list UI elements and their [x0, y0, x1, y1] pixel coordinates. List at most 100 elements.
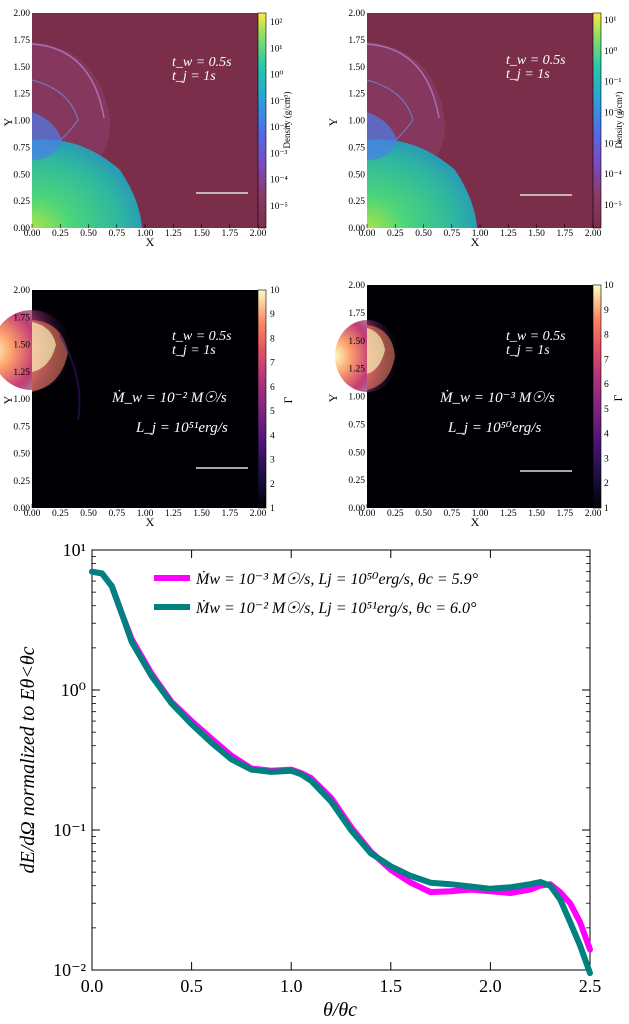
panel-lorentz-left: t_w = 0.5s t_j = 1s Ṁ_w = 10⁻² M☉/s L_j … [0, 286, 295, 529]
annotation-line-1: t_w = 0.5s [506, 53, 566, 68]
x-axis-label: X [146, 235, 155, 249]
colorbar-tick-label: 7 [604, 355, 609, 365]
y-tick-label: 0.75 [13, 422, 30, 432]
x-tick-label: 1.00 [472, 509, 489, 519]
y-axis-label: dE/dΩ normalized to Eθ<θc [17, 646, 39, 873]
x-tick-label: 0.75 [443, 229, 460, 239]
colorbar-tick-label: 10 [604, 281, 614, 291]
y-tick-label: 2.00 [348, 9, 365, 19]
legend: Ṁw = 10⁻³ M☉/s, Lj = 10⁵⁰erg/s, θc = 5.9… [154, 570, 479, 617]
annotation-line-2: t_j = 1s [172, 343, 216, 358]
wind-core [32, 139, 142, 228]
colorbar-tick-label: 10⁻¹ [604, 78, 622, 88]
x-tick-label: 1.75 [556, 229, 573, 239]
panel-density-right: t_w = 0.5s t_j = 1s Density (g/cm³) 10¹ 1… [326, 9, 624, 249]
x-axis-label: X [146, 515, 155, 529]
colorbar-tick-label: 10⁻³ [604, 139, 622, 149]
y-tick-label: 2.00 [13, 9, 30, 19]
x-tick-label: 0.50 [415, 229, 432, 239]
x-tick-label: 1.50 [528, 509, 545, 519]
x-tick-label: 1.50 [193, 229, 210, 239]
y-tick-label: 1.75 [13, 313, 30, 323]
x-tick-label: 2.00 [585, 509, 602, 519]
colorbar-tick-label: 10¹ [604, 16, 617, 26]
y-tick-label: 0.50 [348, 448, 365, 458]
x-tick-label: 1.00 [472, 229, 489, 239]
panel-lorentz-right: t_w = 0.5s t_j = 1s Ṁ_w = 10⁻³ M☉/s L_j … [326, 281, 625, 529]
x-axis-label: θ/θc [323, 999, 357, 1021]
x-tick-label: 0.0 [81, 976, 104, 996]
colorbar [257, 12, 267, 229]
x-tick-label: 0.00 [359, 229, 376, 239]
colorbar-tick-label: 10⁻⁵ [270, 202, 288, 212]
plot-area [91, 549, 591, 971]
colorbar-tick-label: 8 [270, 334, 275, 344]
colorbar-tick-label: 10⁻⁵ [604, 201, 622, 211]
annotation-line-2: t_j = 1s [506, 343, 550, 358]
y-tick-label: 10¹ [63, 540, 86, 560]
x-tick-label: 1.25 [500, 509, 517, 519]
y-tick-label: 0.25 [13, 197, 30, 207]
x-axis-label: X [471, 235, 480, 249]
y-tick-label: 0.75 [348, 420, 365, 430]
y-tick-label: 1.25 [13, 90, 30, 100]
colorbar-label: Γ [281, 396, 295, 403]
x-tick-label: 1.50 [528, 229, 545, 239]
x-tick-label: 1.25 [165, 229, 182, 239]
y-tick-label: 0.00 [348, 504, 365, 514]
x-tick-label: 0.75 [108, 229, 125, 239]
x-tick-label: 0.75 [443, 509, 460, 519]
colorbar-label: Density (g/cm³) [282, 92, 292, 149]
colorbar-tick-label: 6 [270, 383, 275, 393]
x-tick-label: 0.25 [52, 509, 69, 519]
jet-head [367, 112, 397, 160]
colorbar-label: Density (g/cm³) [614, 92, 624, 149]
jet-head [32, 112, 62, 160]
x-tick-label: 0.25 [52, 229, 69, 239]
y-tick-label: 1.75 [13, 36, 30, 46]
y-tick-label: 0.50 [13, 170, 30, 180]
y-tick-label: 0.25 [13, 477, 30, 487]
colorbar-tick-label: 9 [604, 306, 609, 316]
y-tick-label: 1.50 [13, 341, 30, 351]
x-tick-label: 0.25 [387, 509, 404, 519]
y-tick-label: 0.75 [13, 143, 30, 153]
line-chart: 0.0 0.5 1.0 1.5 2.0 2.5 10⁻² 10⁻¹ 10⁰ 10¹ Ṁw = 10… [17, 540, 601, 1021]
y-tick-label: 2.00 [13, 286, 30, 296]
colorbar-tick-label: 2 [270, 480, 275, 490]
colorbar-tick-label: 9 [270, 310, 275, 320]
x-tick-label: 0.00 [24, 509, 41, 519]
y-tick-label: 1.50 [348, 63, 365, 73]
y-tick-label: 0.50 [348, 170, 365, 180]
colorbar-tick-label: 10⁻¹ [270, 97, 288, 107]
colorbar-tick-label: 10⁻² [270, 123, 288, 133]
y-tick-label: 1.25 [348, 90, 365, 100]
x-tick-label: 2.00 [585, 229, 602, 239]
colorbar [592, 284, 602, 509]
colorbar-tick-label: 10⁻⁴ [604, 170, 623, 180]
x-tick-label: 0.50 [80, 229, 97, 239]
colorbar-tick-label: 1 [270, 504, 275, 514]
colorbar-tick-label: 10⁻³ [270, 149, 288, 159]
y-axis-label: Y [326, 117, 340, 126]
y-tick-label: 0.00 [13, 504, 30, 514]
x-tick-label: 1.25 [500, 229, 517, 239]
colorbar-tick-label: 8 [604, 331, 609, 341]
annotation-mass-rate: Ṁ_w = 10⁻² M☉/s [111, 390, 227, 406]
x-tick-label: 1.75 [221, 229, 238, 239]
y-axis-label: Y [1, 117, 15, 126]
legend-label-series-1: Ṁw = 10⁻³ M☉/s, Lj = 10⁵⁰erg/s, θc = 5.9… [195, 570, 479, 588]
lorentz-map [32, 290, 258, 508]
x-tick-label: 0.00 [24, 229, 41, 239]
x-tick-label: 1.0 [280, 976, 303, 996]
annotation-line-1: t_w = 0.5s [506, 329, 566, 344]
y-tick-label: 10⁰ [61, 680, 86, 700]
shock-front [31, 43, 105, 119]
annotation-line-2: t_j = 1s [172, 69, 216, 84]
colorbar-tick-label: 4 [270, 431, 275, 441]
legend-label-series-2: Ṁw = 10⁻² M☉/s, Lj = 10⁵¹erg/s, θc = 6.0… [195, 599, 477, 617]
y-tick-label: 1.50 [348, 337, 365, 347]
y-tick-label: 1.75 [348, 309, 365, 319]
colorbar-tick-label: 10¹ [270, 44, 283, 54]
